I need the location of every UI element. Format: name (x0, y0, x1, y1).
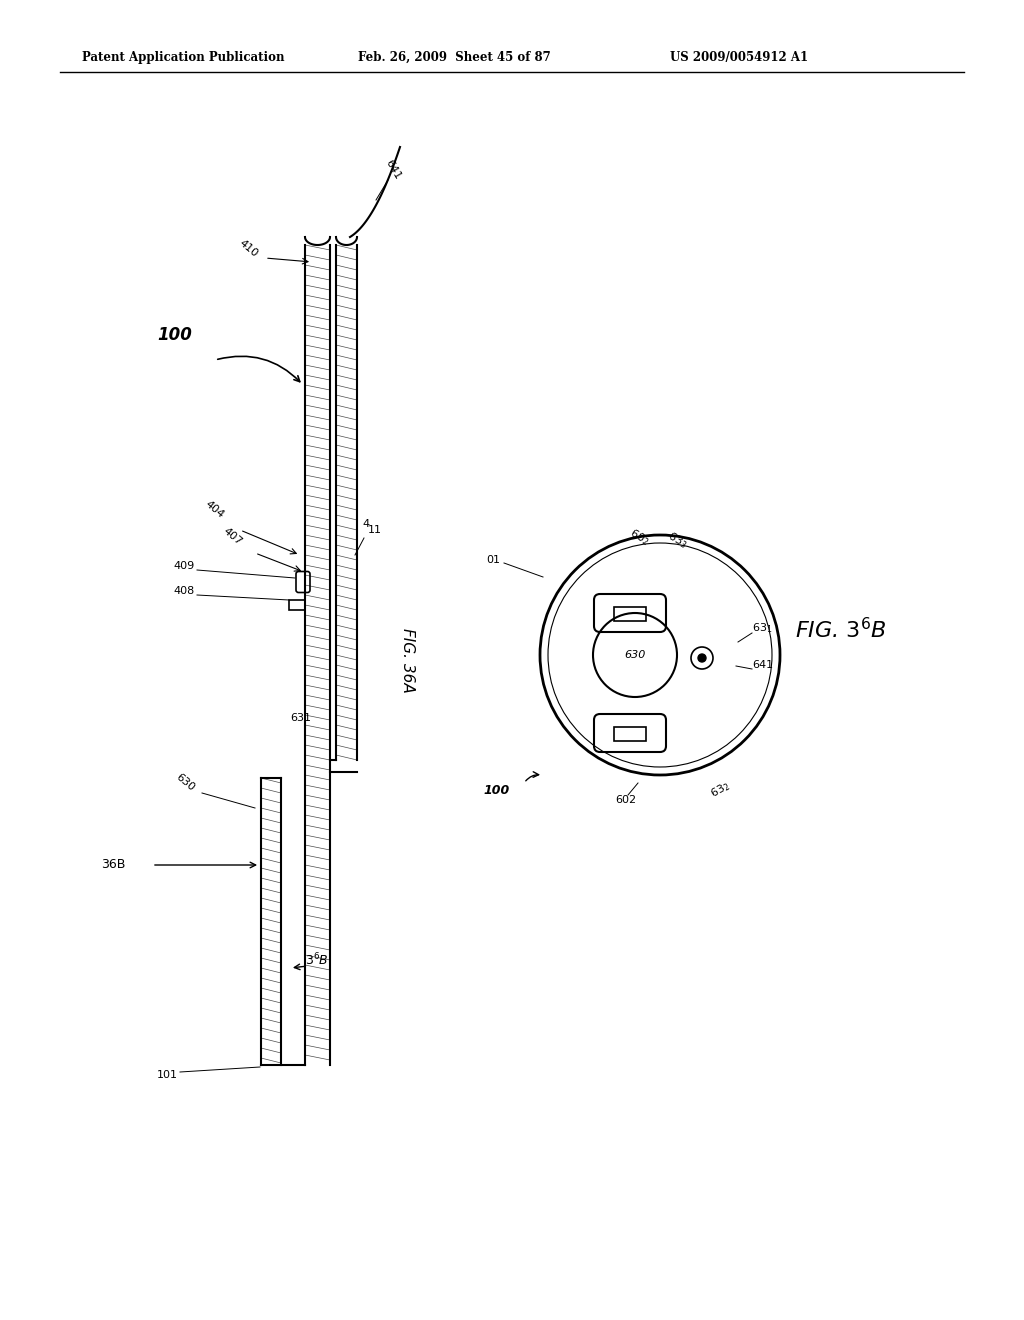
Text: 407: 407 (221, 527, 245, 548)
Text: $63_1$: $63_1$ (752, 622, 772, 635)
Bar (614, 727, 646, 741)
Text: 641: 641 (383, 158, 402, 182)
Text: 409: 409 (174, 561, 195, 572)
Bar (289, 601, 305, 610)
Text: 404: 404 (204, 499, 226, 520)
Text: 602: 602 (615, 795, 636, 805)
Text: 4: 4 (362, 519, 369, 529)
Text: 100: 100 (483, 784, 510, 796)
Text: $63_3$: $63_3$ (665, 529, 689, 552)
Bar (614, 607, 646, 620)
Text: $60_2$: $60_2$ (627, 525, 651, 548)
Text: 641: 641 (752, 660, 773, 671)
Text: 101: 101 (157, 1071, 178, 1080)
Text: 36B: 36B (100, 858, 125, 871)
Text: 100: 100 (158, 326, 193, 345)
Text: Patent Application Publication: Patent Application Publication (82, 50, 285, 63)
Text: FIG. 36A: FIG. 36A (400, 627, 415, 693)
Text: 630: 630 (174, 771, 197, 792)
Circle shape (698, 653, 706, 663)
Text: $63_2$: $63_2$ (708, 779, 732, 801)
Text: US 2009/0054912 A1: US 2009/0054912 A1 (670, 50, 808, 63)
Text: Feb. 26, 2009  Sheet 45 of 87: Feb. 26, 2009 Sheet 45 of 87 (358, 50, 551, 63)
Text: 410: 410 (237, 238, 259, 259)
Text: 01: 01 (486, 554, 500, 565)
Text: 630: 630 (625, 649, 646, 660)
Text: FIG. $3^6B$: FIG. $3^6B$ (795, 618, 887, 643)
Text: 11: 11 (368, 525, 382, 535)
Text: $3^6B$: $3^6B$ (305, 952, 329, 969)
Text: 631: 631 (290, 713, 311, 723)
Text: 408: 408 (174, 586, 195, 597)
